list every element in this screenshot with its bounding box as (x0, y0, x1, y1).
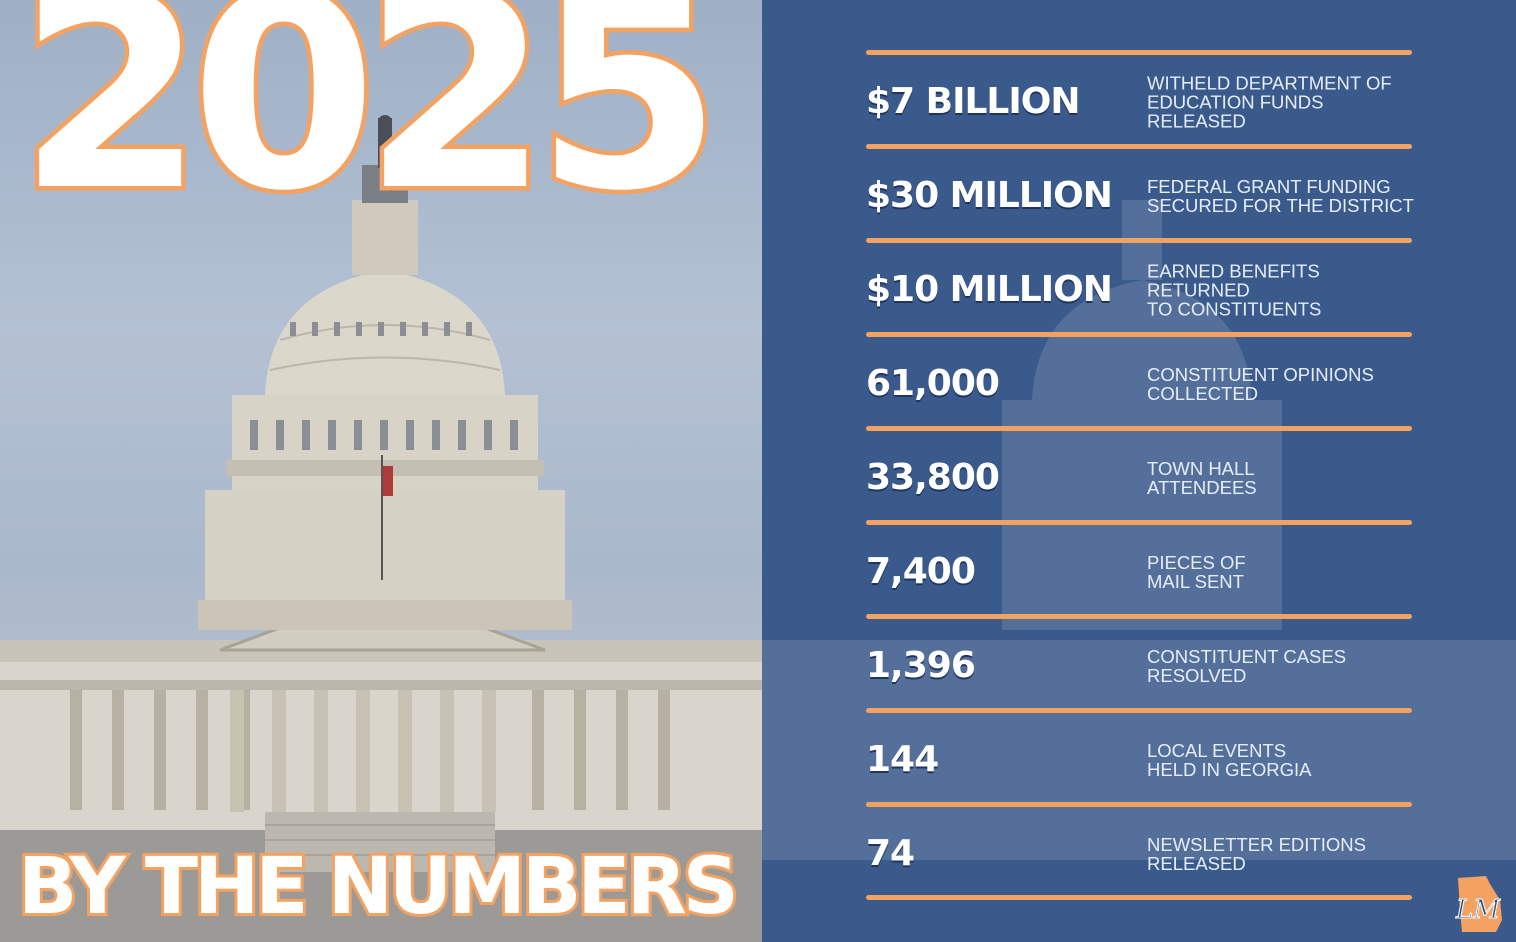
stat-description-line: TO CONSTITUENTS (1147, 298, 1322, 320)
divider-line (866, 895, 1412, 900)
stat-value: 74 (866, 833, 915, 874)
stat-description-line: WITHELD DEPARTMENT OF (1147, 72, 1392, 94)
divider-line (866, 520, 1412, 525)
stat-item: 1,396 CONSTITUENT CASES RESOLVED (866, 619, 1412, 713)
stat-value: 7,400 (866, 551, 976, 592)
stat-description: PIECES OF MAIL SENT (1147, 553, 1417, 591)
stat-value: 61,000 (866, 363, 1000, 404)
stat-description: TOWN HALL ATTENDEES (1147, 459, 1417, 497)
stat-value: $7 BILLION (866, 81, 1080, 122)
stat-description-line: RELEASED (1147, 853, 1246, 874)
stat-description-line: HELD IN GEORGIA (1147, 759, 1312, 780)
stat-description-line: EDUCATION FUNDS RELEASED (1147, 91, 1324, 132)
stat-item: 144 LOCAL EVENTS HELD IN GEORGIA (866, 713, 1412, 807)
capitol-watermark (762, 200, 1516, 860)
year-headline: 2025 (14, 0, 727, 250)
stat-value: 33,800 (866, 457, 1000, 498)
stat-description-line: CONSTITUENT OPINIONS (1147, 364, 1374, 385)
stat-value: 144 (866, 739, 939, 780)
divider-line (866, 332, 1412, 337)
stat-description-line: SECURED FOR THE DISTRICT (1147, 195, 1414, 216)
stat-description-line: FEDERAL GRANT FUNDING (1147, 176, 1391, 197)
stat-description-line: PIECES OF (1147, 552, 1246, 573)
stat-item: $10 MILLION EARNED BENEFITS RETURNED TO CO… (866, 243, 1412, 337)
stat-description: WITHELD DEPARTMENT OF EDUCATION FUNDS REL… (1147, 74, 1417, 131)
divider-line (866, 144, 1412, 149)
stat-description: CONSTITUENT CASES RESOLVED (1147, 647, 1417, 685)
divider-line (866, 708, 1412, 713)
stats-panel: $7 BILLION WITHELD DEPARTMENT OF EDUCATION… (762, 0, 1516, 942)
stat-value: $10 MILLION (866, 269, 1113, 310)
stat-item: $7 BILLION WITHELD DEPARTMENT OF EDUCATION… (866, 55, 1412, 149)
stat-description: EARNED BENEFITS RETURNED TO CONSTITUENTS (1147, 262, 1417, 319)
stat-description-line: COLLECTED (1147, 383, 1259, 404)
stat-value: 1,396 (866, 645, 976, 686)
stat-item: $30 MILLION FEDERAL GRANT FUNDING SECURED … (866, 149, 1414, 243)
divider-line (866, 426, 1412, 431)
georgia-state-logo: LM (1455, 876, 1502, 932)
stat-item: 33,800 TOWN HALL ATTENDEES (866, 431, 1412, 525)
stat-description-line: ATTENDEES (1147, 477, 1257, 498)
stat-item: 74 NEWSLETTER EDITIONS RELEASED (866, 807, 1412, 901)
divider-line (866, 802, 1412, 807)
stat-description: FEDERAL GRANT FUNDING SECURED FOR THE DIS… (1147, 177, 1417, 215)
capitol-photo-panel: 2025 BY THE NUMBERS (0, 0, 762, 942)
stat-description-line: TOWN HALL (1147, 458, 1255, 479)
stat-item: 61,000 CONSTITUENT OPINIONS COLLECTED (866, 337, 1412, 431)
divider-line (866, 50, 1412, 55)
stat-description-line: RESOLVED (1147, 665, 1247, 686)
divider-line (866, 614, 1412, 619)
svg-text:LM: LM (1455, 895, 1501, 925)
stat-description-line: CONSTITUENT CASES (1147, 646, 1347, 667)
stat-description: LOCAL EVENTS HELD IN GEORGIA (1147, 741, 1417, 779)
by-the-numbers-title: BY THE NUMBERS (15, 842, 742, 932)
stat-description: NEWSLETTER EDITIONS RELEASED (1147, 835, 1417, 873)
stat-description-line: EARNED BENEFITS RETURNED (1147, 260, 1320, 301)
stat-item: 7,400 PIECES OF MAIL SENT (866, 525, 1412, 619)
stat-description-line: MAIL SENT (1147, 571, 1244, 592)
stat-description-line: LOCAL EVENTS (1147, 740, 1287, 761)
stat-description: CONSTITUENT OPINIONS COLLECTED (1147, 365, 1417, 403)
divider-line (866, 238, 1412, 243)
stat-description-line: NEWSLETTER EDITIONS (1147, 834, 1366, 855)
stat-value: $30 MILLION (866, 175, 1113, 216)
capitol-building-image (0, 115, 762, 942)
